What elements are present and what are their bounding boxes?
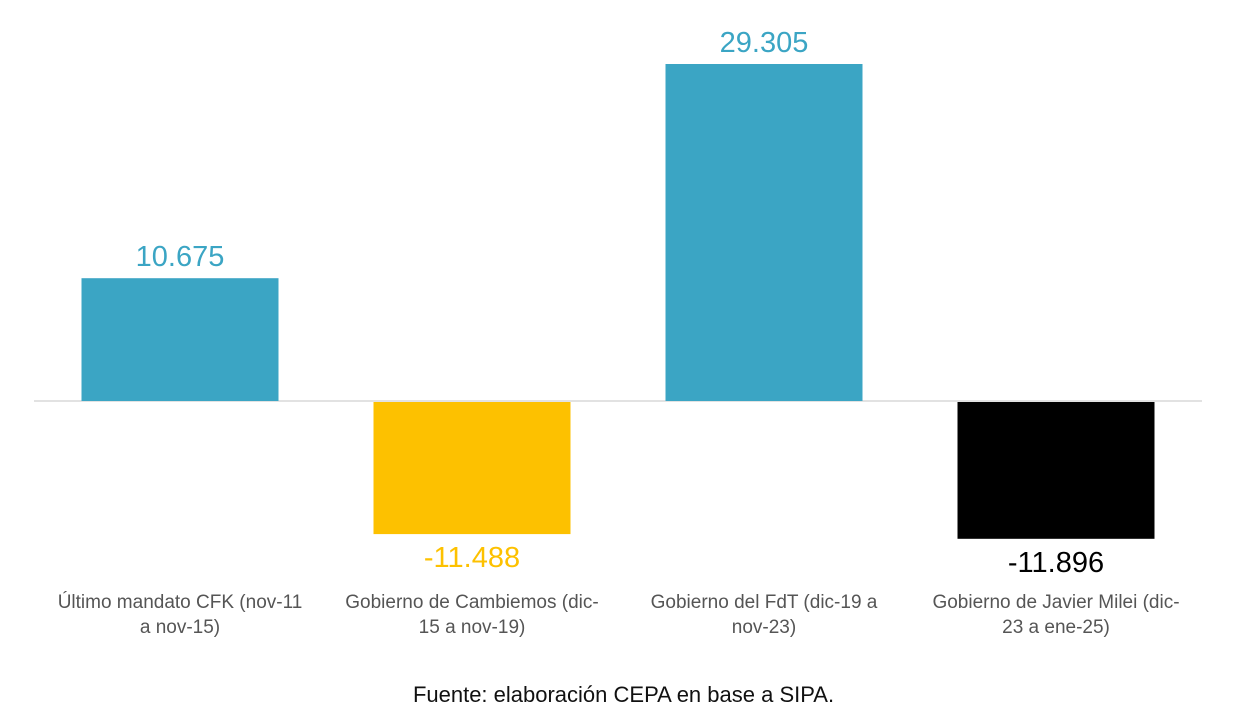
bar-cfk bbox=[81, 278, 279, 401]
value-label-fdt: 29.305 bbox=[720, 27, 809, 59]
bar-fdt bbox=[665, 64, 863, 401]
category-label-milei: Gobierno de Javier Milei (dic- 23 a ene-… bbox=[906, 590, 1206, 640]
value-label-cfk: 10.675 bbox=[136, 241, 225, 273]
category-label-cambiemos: Gobierno de Cambiemos (dic- 15 a nov-19) bbox=[322, 590, 622, 640]
category-label-line: Gobierno de Javier Milei (dic- bbox=[932, 592, 1180, 613]
value-label-milei: -11.896 bbox=[1008, 547, 1104, 579]
category-label-fdt: Gobierno del FdT (dic-19 a nov-23) bbox=[614, 590, 914, 640]
category-label-line: a nov-15) bbox=[139, 617, 221, 638]
category-label-line: nov-23) bbox=[731, 617, 797, 638]
category-label-line: Último mandato CFK (nov-11 bbox=[57, 592, 303, 613]
value-label-cambiemos: -11.488 bbox=[424, 542, 520, 574]
category-label-cfk: Último mandato CFK (nov-11 a nov-15) bbox=[30, 590, 330, 640]
category-label-line: 15 a nov-19) bbox=[418, 617, 526, 638]
category-label-line: 23 a ene-25) bbox=[1002, 617, 1110, 638]
bar-cambiemos bbox=[373, 402, 571, 535]
category-label-line: Gobierno de Cambiemos (dic- bbox=[345, 592, 599, 613]
source-note: Fuente: elaboración CEPA en base a SIPA. bbox=[412, 682, 835, 707]
bar-milei bbox=[957, 402, 1155, 539]
category-label-line: Gobierno del FdT (dic-19 a bbox=[650, 592, 878, 613]
